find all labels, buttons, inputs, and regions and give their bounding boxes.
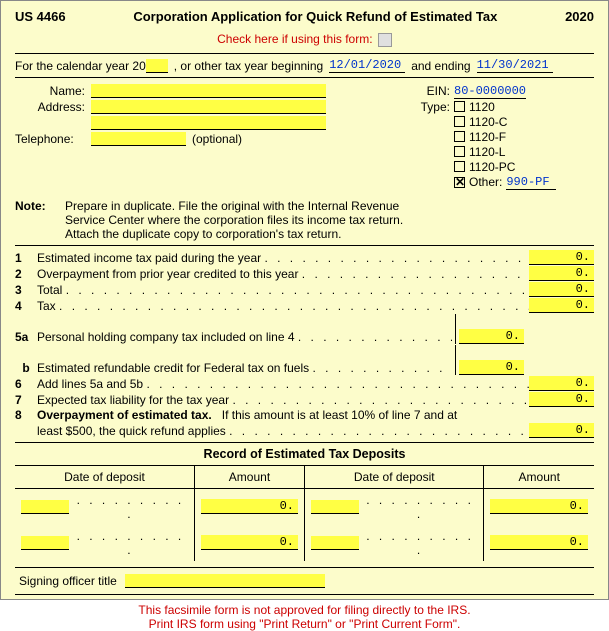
cy-prefix: For the calendar year 20 bbox=[15, 59, 146, 73]
dep-h-amt-1: Amount bbox=[194, 465, 304, 488]
dep-date-3[interactable] bbox=[311, 500, 359, 514]
note-text-2: Service Center where the corporation fil… bbox=[65, 213, 403, 227]
check-text: Check here if using this form: bbox=[217, 32, 372, 46]
footer-line-2: Print IRS form using "Print Return" or "… bbox=[15, 617, 594, 631]
dep-amt-1[interactable]: 0. bbox=[201, 499, 298, 514]
line-4-text: Tax bbox=[37, 299, 56, 313]
line-5a-amount[interactable]: 0. bbox=[459, 329, 524, 344]
line-2-amount[interactable]: 0. bbox=[529, 266, 594, 281]
cy-mid: , or other tax year beginning bbox=[174, 59, 323, 73]
line-5b-amount[interactable]: 0. bbox=[459, 360, 524, 375]
line-8-text-1: Overpayment of estimated tax. bbox=[37, 408, 212, 422]
name-input[interactable] bbox=[91, 84, 326, 98]
dep-amt-4[interactable]: 0. bbox=[490, 535, 588, 550]
note-text-1: Prepare in duplicate. File the original … bbox=[65, 199, 403, 213]
ein-label: EIN: bbox=[414, 84, 450, 98]
dep-h-amt-2: Amount bbox=[484, 465, 594, 488]
note-row: Note: Prepare in duplicate. File the ori… bbox=[15, 199, 594, 241]
type-other-value[interactable]: 990-PF bbox=[506, 175, 556, 190]
form-header: US 4466 Corporation Application for Quic… bbox=[15, 9, 594, 24]
sign-input[interactable] bbox=[125, 574, 325, 588]
type-1120f: 1120-F bbox=[469, 130, 506, 144]
line-7-num: 7 bbox=[15, 393, 37, 407]
use-form-checkbox[interactable] bbox=[378, 33, 392, 47]
type-1120c: 1120-C bbox=[469, 115, 507, 129]
type-other-checkbox[interactable] bbox=[454, 177, 465, 188]
optional-label: (optional) bbox=[192, 132, 242, 146]
deposits-title: Record of Estimated Tax Deposits bbox=[15, 447, 594, 461]
line-8-amount[interactable]: 0. bbox=[529, 423, 594, 438]
line-1-num: 1 bbox=[15, 251, 37, 265]
type-other: Other: bbox=[469, 175, 502, 189]
type-1120l: 1120-L bbox=[469, 145, 505, 159]
line-8-num: 8 bbox=[15, 408, 37, 422]
footer-line-1: This facsimile form is not approved for … bbox=[15, 603, 594, 617]
info-block: Name: Address: Telephone: (optional) EIN… bbox=[15, 84, 594, 191]
cy-end[interactable]: 11/30/2021 bbox=[477, 58, 553, 73]
sign-label: Signing officer title bbox=[19, 574, 117, 588]
form-code: US 4466 bbox=[15, 9, 66, 24]
type-1120pc: 1120-PC bbox=[469, 160, 515, 174]
line-8-text-2: If this amount is at least 10% of line 7… bbox=[222, 408, 457, 422]
telephone-input[interactable] bbox=[91, 132, 186, 146]
line-1-amount[interactable]: 0. bbox=[529, 250, 594, 265]
line-5a-num: 5a bbox=[15, 330, 37, 344]
dep-h-date-1: Date of deposit bbox=[15, 465, 194, 488]
note-text-3: Attach the duplicate copy to corporation… bbox=[65, 227, 403, 241]
dep-date-1[interactable] bbox=[21, 500, 69, 514]
type-1120: 1120 bbox=[469, 100, 495, 114]
form-title: Corporation Application for Quick Refund… bbox=[133, 9, 497, 24]
type-1120-checkbox[interactable] bbox=[454, 101, 465, 112]
footer: This facsimile form is not approved for … bbox=[15, 603, 594, 631]
line-5a-text: Personal holding company tax included on… bbox=[37, 330, 295, 344]
address-input-2[interactable] bbox=[91, 116, 326, 130]
line-7-text: Expected tax liability for the tax year bbox=[37, 393, 229, 407]
type-1120c-checkbox[interactable] bbox=[454, 116, 465, 127]
line-6-amount[interactable]: 0. bbox=[529, 376, 594, 391]
address-label: Address: bbox=[15, 100, 85, 114]
dep-amt-2[interactable]: 0. bbox=[201, 535, 298, 550]
form-year: 2020 bbox=[565, 9, 594, 24]
address-input[interactable] bbox=[91, 100, 326, 114]
line-1-text: Estimated income tax paid during the yea… bbox=[37, 251, 261, 265]
check-row: Check here if using this form: bbox=[15, 32, 594, 47]
dep-date-2[interactable] bbox=[21, 536, 69, 550]
cy-and: and ending bbox=[411, 59, 470, 73]
type-1120f-checkbox[interactable] bbox=[454, 131, 465, 142]
line-5b-text: Estimated refundable credit for Federal … bbox=[37, 361, 309, 375]
cy-begin[interactable]: 12/01/2020 bbox=[329, 58, 405, 73]
dep-h-date-2: Date of deposit bbox=[304, 465, 483, 488]
type-1120pc-checkbox[interactable] bbox=[454, 161, 465, 172]
line-3-num: 3 bbox=[15, 283, 37, 297]
ein-value[interactable]: 80-0000000 bbox=[454, 84, 526, 99]
dep-date-4[interactable] bbox=[311, 536, 359, 550]
line-6-text: Add lines 5a and 5b bbox=[37, 377, 143, 391]
lines-section: 1Estimated income tax paid during the ye… bbox=[15, 250, 594, 438]
note-label: Note: bbox=[15, 199, 65, 241]
name-label: Name: bbox=[15, 84, 85, 98]
calendar-year-row: For the calendar year 20 , or other tax … bbox=[15, 58, 594, 73]
type-1120l-checkbox[interactable] bbox=[454, 146, 465, 157]
line-3-amount[interactable]: 0. bbox=[529, 282, 594, 297]
line-3-text: Total bbox=[37, 283, 62, 297]
type-label: Type: bbox=[414, 100, 450, 114]
sign-row: Signing officer title bbox=[15, 567, 594, 595]
line-2-text: Overpayment from prior year credited to … bbox=[37, 267, 298, 281]
form-page: US 4466 Corporation Application for Quic… bbox=[0, 0, 609, 600]
cy-yy-input[interactable] bbox=[146, 59, 168, 73]
line-7-amount[interactable]: 0. bbox=[529, 392, 594, 407]
line-2-num: 2 bbox=[15, 267, 37, 281]
line-8-text-3: least $500, the quick refund applies bbox=[37, 424, 226, 438]
dep-amt-3[interactable]: 0. bbox=[490, 499, 588, 514]
line-4-num: 4 bbox=[15, 299, 37, 313]
line-4-amount[interactable]: 0. bbox=[529, 298, 594, 313]
deposits-table: Date of deposit Amount Date of deposit A… bbox=[15, 465, 594, 561]
line-5b-num: b bbox=[15, 361, 37, 375]
line-6-num: 6 bbox=[15, 377, 37, 391]
telephone-label: Telephone: bbox=[15, 132, 85, 146]
